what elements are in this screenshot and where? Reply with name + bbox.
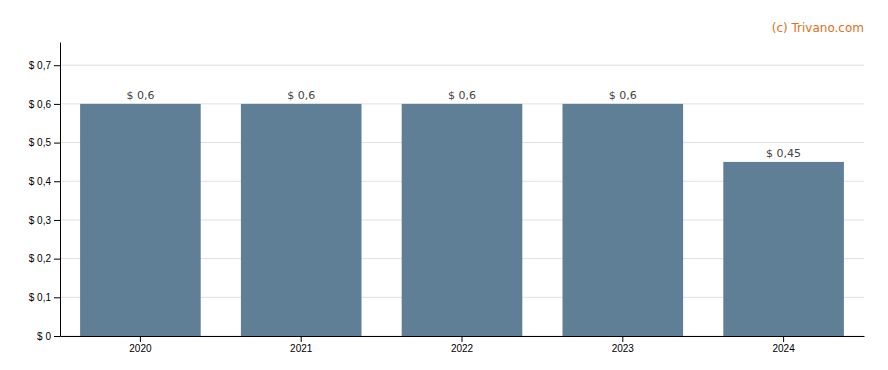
bar (402, 104, 523, 336)
grid (60, 65, 864, 336)
y-tick-label: $ 0,7 (29, 60, 52, 71)
x-tick-label: 2023 (612, 343, 635, 354)
y-tick: $ 0,2 (29, 253, 60, 264)
bar (723, 162, 844, 336)
grid-line (60, 65, 864, 66)
bar (80, 104, 201, 336)
y-tick: $ 0,6 (29, 99, 60, 110)
y-tick: $ 0 (37, 331, 60, 342)
y-tick-mark (54, 259, 60, 260)
y-tick-label: $ 0,4 (29, 176, 52, 187)
x-tick-label: 2022 (451, 343, 474, 354)
x-tick-mark (301, 336, 302, 342)
y-tick-label: $ 0,3 (29, 215, 52, 226)
x-tick-mark (462, 336, 463, 342)
y-tick: $ 0,3 (29, 215, 60, 226)
y-tick-mark (54, 104, 60, 105)
data-label: $ 0,6 (287, 89, 315, 102)
plot: $ 0 $ 0,1 $ 0,2 $ 0,3 $ 0,4 $ 0,5 $ 0,6 $ 0,7 20… (29, 43, 865, 355)
y-tick-label: $ 0 (37, 331, 51, 342)
y-tick-mark (54, 336, 60, 337)
y-tick-label: $ 0,2 (29, 253, 52, 264)
x-tick: 2021 (290, 336, 313, 354)
y-axis-line (60, 43, 61, 337)
x-tick: 2020 (129, 336, 152, 354)
y-tick: $ 0,7 (29, 60, 60, 71)
chart: $ 0 $ 0,1 $ 0,2 $ 0,3 $ 0,4 $ 0,5 $ 0,6 $ 0,7 20… (0, 0, 888, 370)
x-tick-mark (622, 336, 623, 342)
data-label: $ 0,6 (448, 89, 476, 102)
y-tick: $ 0,4 (29, 176, 60, 187)
y-tick: $ 0,5 (29, 137, 60, 148)
data-label: $ 0,45 (766, 147, 801, 160)
y-tick-label: $ 0,5 (29, 137, 52, 148)
y-tick: $ 0,1 (29, 292, 60, 303)
y-tick-mark (54, 143, 60, 144)
data-label: $ 0,6 (126, 89, 154, 102)
watermark: (c) Trivano.com (772, 21, 864, 35)
x-tick-label: 2021 (290, 343, 313, 354)
x-tick-label: 2024 (772, 343, 795, 354)
bar (563, 104, 684, 336)
y-tick-mark (54, 220, 60, 221)
x-tick-mark (783, 336, 784, 342)
y-tick-mark (54, 181, 60, 182)
x-axis: 2020 2021 2022 2023 2024 (61, 336, 865, 354)
x-tick: 2022 (451, 336, 474, 354)
y-tick-mark (54, 65, 60, 66)
y-tick-label: $ 0,1 (29, 292, 52, 303)
bars (80, 104, 844, 336)
x-tick: 2023 (612, 336, 635, 354)
y-tick-mark (54, 297, 60, 298)
x-tick-mark (140, 336, 141, 342)
y-tick-label: $ 0,6 (29, 99, 52, 110)
data-label: $ 0,6 (609, 89, 637, 102)
y-axis: $ 0 $ 0,1 $ 0,2 $ 0,3 $ 0,4 $ 0,5 $ 0,6 $ 0,7 (29, 43, 61, 342)
bar (241, 104, 362, 336)
x-tick: 2024 (772, 336, 795, 354)
data-labels: $ 0,6 $ 0,6 $ 0,6 $ 0,6 $ 0,45 (126, 89, 801, 160)
x-tick-label: 2020 (129, 343, 152, 354)
